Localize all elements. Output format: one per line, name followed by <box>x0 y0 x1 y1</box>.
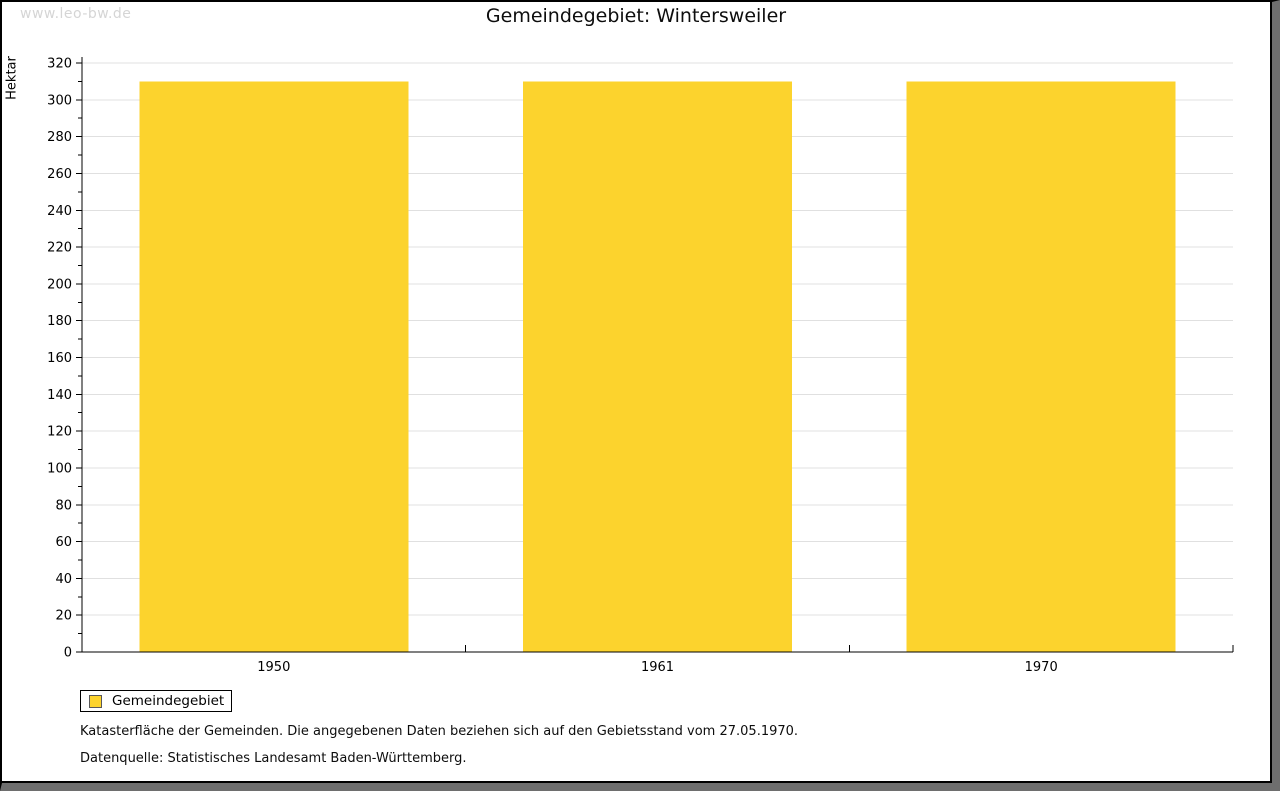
x-label-1950: 1950 <box>257 660 290 675</box>
legend: Gemeindegebiet <box>80 690 232 712</box>
footnote-data-source: Datenquelle: Statistisches Landesamt Bad… <box>80 751 467 766</box>
legend-swatch-icon <box>89 694 102 708</box>
y-tick-label-60: 60 <box>55 535 72 550</box>
y-tick-label-140: 140 <box>47 388 72 403</box>
inner-frame: www.leo-bw.de Gemeindegebiet: Winterswei… <box>2 2 1272 783</box>
y-tick-label-320: 320 <box>47 57 72 72</box>
bar-1950 <box>139 81 409 652</box>
y-tick-label-200: 200 <box>47 277 72 292</box>
y-tick-label-40: 40 <box>55 572 72 587</box>
bar-1970 <box>906 81 1176 652</box>
y-tick-label-300: 300 <box>47 93 72 108</box>
legend-label: Gemeindegebiet <box>112 693 225 709</box>
y-tick-label-280: 280 <box>47 130 72 145</box>
x-label-1961: 1961 <box>641 660 674 675</box>
footnote-source-note: Katasterfläche der Gemeinden. Die angege… <box>80 724 799 739</box>
bar-1961 <box>523 81 792 652</box>
y-tick-label-180: 180 <box>47 314 72 329</box>
y-tick-label-240: 240 <box>47 204 72 219</box>
y-tick-label-0: 0 <box>64 646 72 661</box>
y-tick-label-80: 80 <box>55 498 72 513</box>
y-tick-label-220: 220 <box>47 241 72 256</box>
bar-chart: 0 20 40 60 80 100 120 140 160 180 200 220 240 260 280 3… <box>47 57 1234 675</box>
watermark: www.leo-bw.de <box>20 6 132 22</box>
chart-title: Gemeindegebiet: Wintersweiler <box>485 5 787 27</box>
x-label-1970: 1970 <box>1025 660 1058 675</box>
y-tick-label-260: 260 <box>47 167 72 182</box>
y-tick-label-120: 120 <box>47 425 72 440</box>
y-tick-label-20: 20 <box>55 609 72 624</box>
y-tick-label-160: 160 <box>47 351 72 366</box>
y-tick-label-100: 100 <box>47 461 72 476</box>
